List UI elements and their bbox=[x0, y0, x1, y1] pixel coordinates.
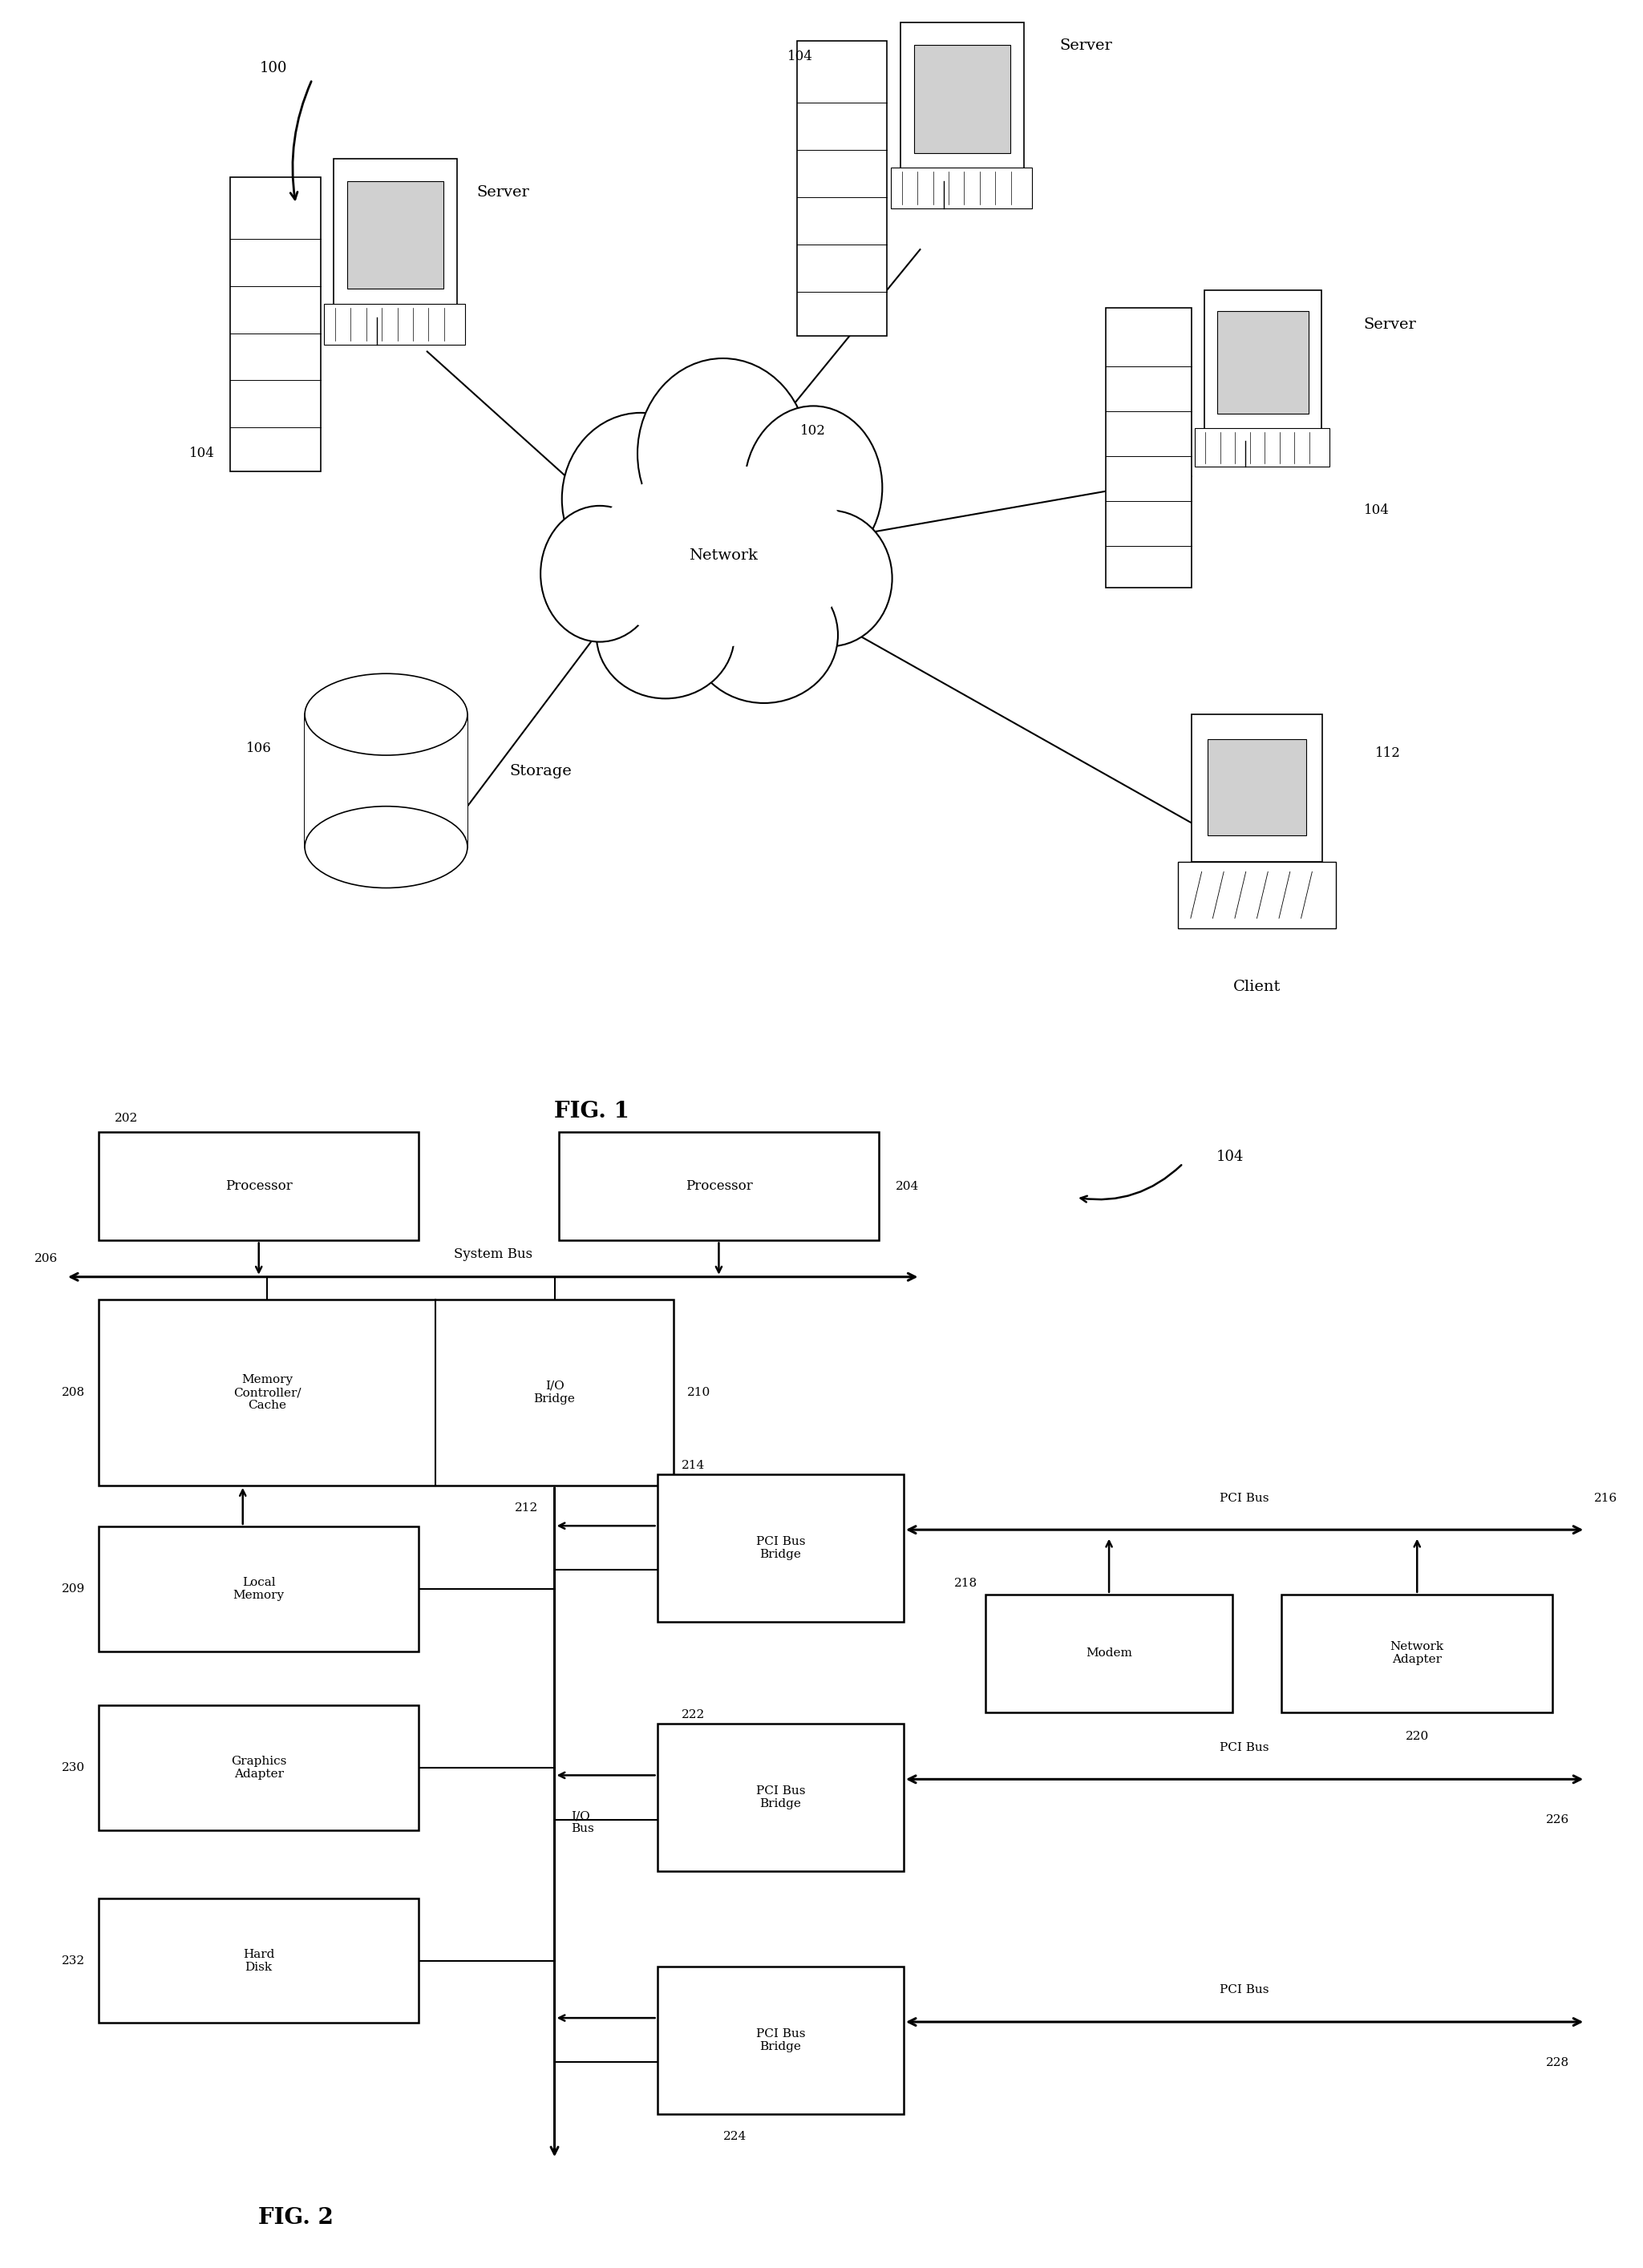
Bar bbox=[230, 177, 320, 472]
Text: Storage: Storage bbox=[509, 764, 572, 778]
Ellipse shape bbox=[596, 572, 734, 699]
Bar bbox=[1208, 739, 1306, 835]
Bar bbox=[99, 1526, 419, 1651]
Text: 102: 102 bbox=[800, 424, 826, 438]
Text: 106: 106 bbox=[246, 742, 271, 755]
Text: 212: 212 bbox=[514, 1504, 539, 1513]
Bar bbox=[306, 714, 467, 846]
Text: 224: 224 bbox=[723, 2132, 746, 2141]
Text: 209: 209 bbox=[62, 1583, 85, 1594]
Bar bbox=[99, 1898, 419, 2023]
Text: 230: 230 bbox=[62, 1762, 85, 1774]
Ellipse shape bbox=[541, 506, 659, 642]
Text: Graphics
Adapter: Graphics Adapter bbox=[232, 1755, 286, 1780]
Text: Local
Memory: Local Memory bbox=[233, 1576, 284, 1601]
Text: FIG. 2: FIG. 2 bbox=[258, 2207, 334, 2229]
Bar bbox=[657, 1474, 904, 1622]
Text: 104: 104 bbox=[787, 50, 813, 64]
Bar bbox=[1217, 311, 1308, 415]
Text: 232: 232 bbox=[62, 1955, 85, 1966]
Text: 226: 226 bbox=[1546, 1814, 1569, 1826]
Bar bbox=[324, 304, 465, 345]
Text: Server: Server bbox=[476, 186, 529, 200]
Bar bbox=[99, 1132, 419, 1241]
Ellipse shape bbox=[591, 465, 854, 646]
Text: PCI Bus
Bridge: PCI Bus Bridge bbox=[756, 1785, 805, 1810]
Bar bbox=[1204, 290, 1321, 440]
Text: Network: Network bbox=[688, 549, 757, 562]
Bar bbox=[657, 1966, 904, 2114]
Ellipse shape bbox=[306, 805, 467, 887]
Bar bbox=[1106, 308, 1191, 587]
Bar bbox=[347, 181, 444, 288]
Ellipse shape bbox=[306, 674, 467, 755]
Text: 204: 204 bbox=[895, 1182, 918, 1191]
Text: System Bus: System Bus bbox=[453, 1247, 532, 1261]
Ellipse shape bbox=[562, 413, 720, 585]
Bar bbox=[334, 159, 457, 318]
Text: PCI Bus: PCI Bus bbox=[1219, 1742, 1270, 1753]
Bar bbox=[1282, 1594, 1553, 1712]
Text: PCI Bus: PCI Bus bbox=[1219, 1492, 1270, 1504]
Text: 208: 208 bbox=[62, 1388, 85, 1397]
Text: 104: 104 bbox=[189, 447, 215, 460]
Text: 202: 202 bbox=[115, 1114, 138, 1123]
Text: Hard
Disk: Hard Disk bbox=[243, 1948, 274, 1973]
Bar bbox=[99, 1706, 419, 1830]
Text: 220: 220 bbox=[1405, 1730, 1429, 1742]
Ellipse shape bbox=[306, 674, 467, 755]
Bar bbox=[914, 45, 1010, 152]
Text: PCI Bus
Bridge: PCI Bus Bridge bbox=[756, 2028, 805, 2053]
Bar bbox=[99, 1300, 674, 1486]
Text: 210: 210 bbox=[687, 1388, 710, 1397]
Text: 214: 214 bbox=[682, 1461, 705, 1470]
Text: Modem: Modem bbox=[1086, 1649, 1132, 1658]
Text: I/O
Bus: I/O Bus bbox=[572, 1810, 595, 1835]
Text: 228: 228 bbox=[1546, 2057, 1569, 2068]
Text: Client: Client bbox=[1234, 980, 1280, 993]
Bar bbox=[986, 1594, 1232, 1712]
Text: 222: 222 bbox=[682, 1710, 705, 1719]
Text: 104: 104 bbox=[1216, 1150, 1244, 1163]
Bar bbox=[657, 1724, 904, 1871]
Ellipse shape bbox=[690, 567, 838, 703]
Text: Server: Server bbox=[1060, 39, 1112, 52]
Text: 216: 216 bbox=[1594, 1492, 1617, 1504]
Text: Processor: Processor bbox=[685, 1179, 752, 1193]
Text: Network
Adapter: Network Adapter bbox=[1390, 1642, 1444, 1665]
Text: I/O
Bridge: I/O Bridge bbox=[534, 1381, 575, 1404]
Text: 104: 104 bbox=[1364, 503, 1390, 517]
Text: Memory
Controller/
Cache: Memory Controller/ Cache bbox=[233, 1374, 301, 1411]
Ellipse shape bbox=[608, 481, 838, 628]
Text: 112: 112 bbox=[1375, 746, 1401, 760]
Bar bbox=[900, 23, 1024, 181]
Bar bbox=[1194, 429, 1329, 467]
Bar bbox=[1178, 862, 1336, 928]
Text: FIG. 1: FIG. 1 bbox=[554, 1100, 629, 1123]
Text: PCI Bus
Bridge: PCI Bus Bridge bbox=[756, 1535, 805, 1560]
Text: 206: 206 bbox=[35, 1254, 58, 1263]
Bar bbox=[1191, 714, 1323, 862]
Text: Server: Server bbox=[1364, 318, 1416, 331]
Bar bbox=[797, 41, 887, 336]
Bar bbox=[559, 1132, 879, 1241]
Bar bbox=[891, 168, 1032, 209]
Text: 100: 100 bbox=[260, 61, 288, 75]
Text: Processor: Processor bbox=[225, 1179, 292, 1193]
Text: 218: 218 bbox=[955, 1579, 978, 1588]
Ellipse shape bbox=[744, 406, 882, 569]
Text: PCI Bus: PCI Bus bbox=[1219, 1984, 1270, 1996]
Ellipse shape bbox=[767, 510, 892, 646]
Ellipse shape bbox=[637, 358, 808, 549]
